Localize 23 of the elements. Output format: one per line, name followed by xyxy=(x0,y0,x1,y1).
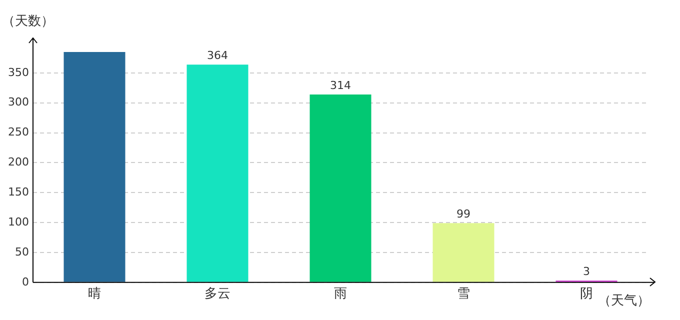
y-tick-label: 50 xyxy=(14,245,29,258)
bar xyxy=(310,94,372,282)
data-label: 314 xyxy=(330,78,351,92)
x-tick-label: 雪 xyxy=(457,286,470,302)
x-tick-label: 多云 xyxy=(204,286,230,302)
data-label: 364 xyxy=(206,48,228,62)
x-tick-label: 晴 xyxy=(88,286,101,302)
y-tick-label: 250 xyxy=(8,126,29,139)
x-tick-label: 阴 xyxy=(580,286,593,302)
y-tick-label: 0 xyxy=(22,275,29,288)
x-tick-label: 雨 xyxy=(334,286,347,302)
y-tick-label: 350 xyxy=(8,66,29,79)
y-tick-label: 300 xyxy=(8,96,29,109)
data-label: 3 xyxy=(583,264,590,278)
y-tick-label: 200 xyxy=(8,156,29,169)
bar xyxy=(64,52,126,282)
y-tick-label: 100 xyxy=(8,215,29,228)
bar xyxy=(186,64,248,282)
y-tick-label: 150 xyxy=(8,185,29,198)
x-axis-title: （天气） xyxy=(598,293,650,308)
bar xyxy=(432,223,494,282)
y-axis-title: （天数） xyxy=(2,14,54,29)
data-label: 99 xyxy=(456,208,470,221)
